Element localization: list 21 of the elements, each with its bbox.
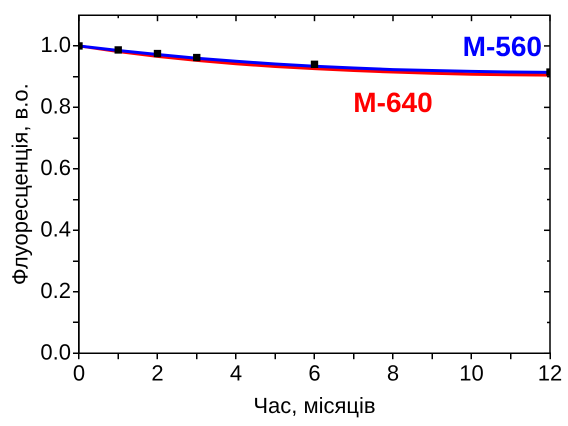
- point: [154, 50, 162, 58]
- y-axis-title: Флуоресценція, в.о.: [7, 83, 32, 286]
- point: [310, 60, 318, 68]
- y-tick-label: 0.2: [40, 278, 71, 303]
- point: [193, 54, 200, 62]
- x-tick-label: 8: [386, 360, 400, 386]
- point: [114, 46, 122, 54]
- y-tick-label: 0.8: [40, 93, 71, 118]
- series-label: M-640: [353, 86, 433, 118]
- x-tick-label: 12: [538, 360, 562, 386]
- x-tick-label: 4: [230, 360, 242, 386]
- y-tick-label: 0.0: [40, 339, 71, 364]
- y-tick-label: 1.0: [40, 32, 71, 57]
- x-axis-title: Час, місяців: [253, 392, 376, 418]
- y-tick-label: 0.4: [40, 216, 71, 242]
- y-tick-label: 0.6: [40, 154, 71, 180]
- x-tick-label: 10: [459, 360, 484, 386]
- x-tick-label: 2: [151, 360, 164, 386]
- series-label: M-560: [462, 31, 542, 62]
- x-tick-label: 0: [72, 360, 86, 386]
- x-tick-label: 6: [308, 360, 321, 386]
